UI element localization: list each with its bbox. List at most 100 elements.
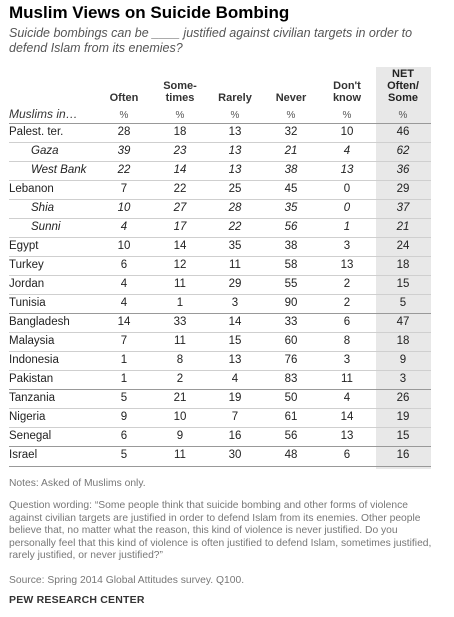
- cell-value: 13: [340, 164, 354, 176]
- net-column-shading: [376, 67, 431, 469]
- cell-value: 36: [396, 164, 410, 176]
- cell-value: 4: [231, 373, 239, 385]
- column-header: NET Often/Some: [387, 68, 419, 104]
- cell-value: 29: [228, 278, 242, 290]
- cell-value: 37: [396, 202, 410, 214]
- cell-value: 11: [229, 259, 241, 271]
- row-label: West Bank: [31, 164, 87, 176]
- cell-value: 25: [228, 183, 242, 195]
- cell-value: 14: [173, 240, 187, 252]
- cell-value: 33: [173, 316, 187, 328]
- table-row: Bangladesh 14 33 14 33 6 47: [0, 314, 454, 333]
- row-label: Palest. ter.: [9, 126, 64, 138]
- divider-line: [9, 199, 431, 200]
- row-label: Pakistan: [9, 373, 54, 385]
- cell-value: 5: [120, 392, 128, 404]
- divider-line: [9, 389, 431, 390]
- cell-value: 3: [343, 354, 351, 366]
- cell-value: 7: [120, 183, 128, 195]
- percent-symbol: %: [398, 110, 408, 121]
- row-label: Egypt: [9, 240, 39, 252]
- cell-value: 4: [343, 392, 351, 404]
- cell-value: 90: [284, 297, 298, 309]
- column-header: Often: [109, 92, 139, 104]
- divider-line: [9, 256, 431, 257]
- cell-value: 3: [231, 297, 239, 309]
- table-row: Tanzania 5 21 19 50 4 26: [0, 390, 454, 409]
- cell-value: 14: [117, 316, 131, 328]
- cell-value: 55: [284, 278, 298, 290]
- notes: Notes: Asked of Muslims only.: [9, 478, 146, 489]
- source: Source: Spring 2014 Global Attitudes sur…: [9, 575, 245, 586]
- divider-line: [9, 351, 431, 352]
- cell-value: 10: [117, 240, 131, 252]
- cell-value: 48: [284, 449, 298, 461]
- cell-value: 29: [396, 183, 410, 195]
- cell-value: 14: [173, 164, 187, 176]
- cell-value: 13: [228, 354, 242, 366]
- chart-title: Muslim Views on Suicide Bombing: [9, 3, 290, 22]
- cell-value: 18: [396, 335, 410, 347]
- cell-value: 6: [343, 449, 351, 461]
- divider-line: [9, 446, 431, 447]
- row-header: Muslims in…: [9, 107, 78, 121]
- cell-value: 22: [173, 183, 187, 195]
- cell-value: 11: [174, 335, 186, 347]
- table-row: Palest. ter. 28 18 13 32 10 46: [0, 124, 454, 143]
- cell-value: 16: [228, 430, 242, 442]
- row-label: Tanzania: [9, 392, 56, 404]
- cell-value: 11: [174, 278, 186, 290]
- row-label: Bangladesh: [9, 316, 70, 328]
- row-label: Indonesia: [9, 354, 59, 366]
- cell-value: 13: [228, 145, 242, 157]
- cell-value: 47: [396, 316, 410, 328]
- table-row: Jordan 4 11 29 55 2 15: [0, 276, 454, 295]
- row-label: Israel: [9, 449, 38, 461]
- cell-value: 16: [396, 449, 410, 461]
- cell-value: 39: [117, 145, 131, 157]
- divider-line: [9, 466, 431, 467]
- cell-value: 50: [284, 392, 298, 404]
- percent-row: %%%%%%: [0, 110, 454, 122]
- table-row: Israel 5 11 30 48 6 16: [0, 447, 454, 466]
- cell-value: 22: [228, 221, 242, 233]
- cell-value: 21: [173, 392, 187, 404]
- cell-value: 22: [117, 164, 131, 176]
- table-row: Malaysia 7 11 15 60 8 18: [0, 333, 454, 352]
- row-label: Turkey: [9, 259, 44, 271]
- cell-value: 9: [120, 411, 128, 423]
- cell-value: 1: [120, 354, 128, 366]
- cell-value: 33: [284, 316, 298, 328]
- table-row: Shia 10 27 28 35 0 37: [0, 200, 454, 219]
- divider-line: [9, 332, 431, 333]
- cell-value: 8: [343, 335, 351, 347]
- table-row: Egypt 10 14 35 38 3 24: [0, 238, 454, 257]
- cell-value: 1: [176, 297, 184, 309]
- divider-line: [9, 218, 431, 219]
- cell-value: 15: [396, 278, 410, 290]
- divider-line: [9, 275, 431, 276]
- column-header: Some-times: [163, 80, 197, 104]
- cell-value: 23: [173, 145, 187, 157]
- cell-value: 11: [174, 449, 186, 461]
- cell-value: 26: [396, 392, 410, 404]
- divider-line: [9, 180, 431, 181]
- row-label: Tunisia: [9, 297, 46, 309]
- cell-value: 5: [399, 297, 407, 309]
- row-label: Jordan: [9, 278, 45, 290]
- cell-value: 6: [120, 259, 128, 271]
- chart-subtitle: Suicide bombings can be ____ justified a…: [9, 26, 413, 55]
- row-label: Shia: [31, 202, 55, 214]
- cell-value: 56: [284, 430, 298, 442]
- column-header: Rarely: [218, 92, 252, 104]
- cell-value: 38: [284, 240, 298, 252]
- cell-value: 10: [340, 126, 354, 138]
- cell-value: 60: [284, 335, 298, 347]
- table-row: Sunni 4 17 22 56 1 21: [0, 219, 454, 238]
- cell-value: 27: [173, 202, 187, 214]
- cell-value: 21: [284, 145, 298, 157]
- divider-line: [9, 161, 431, 162]
- row-label: Gaza: [31, 145, 59, 157]
- cell-value: 19: [396, 411, 410, 423]
- cell-value: 83: [284, 373, 298, 385]
